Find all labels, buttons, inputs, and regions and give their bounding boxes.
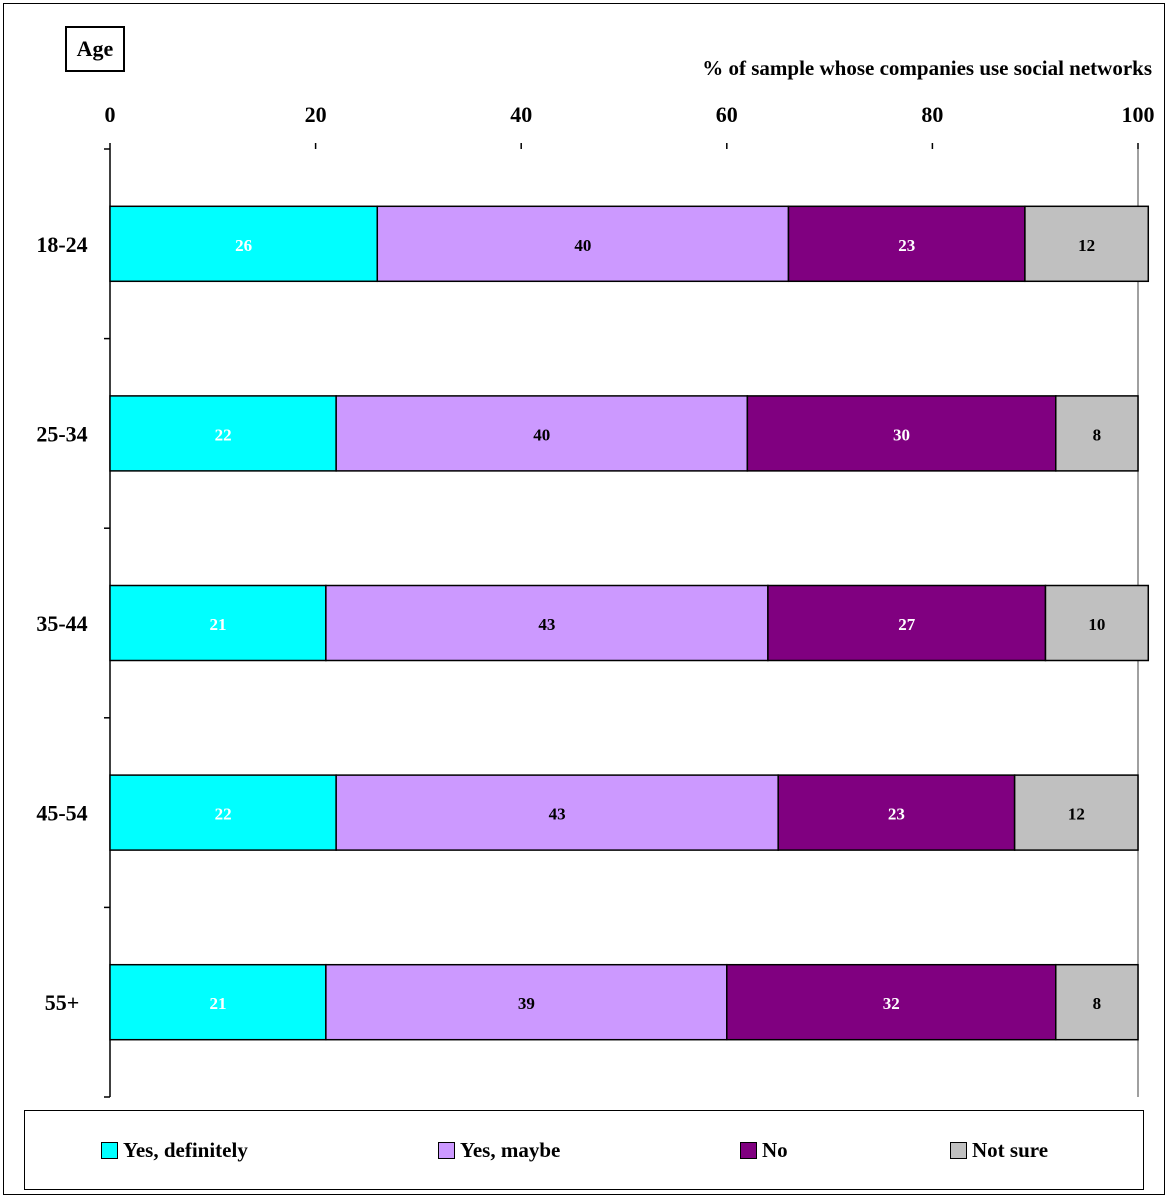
legend-item-yes-maybe: Yes, maybe <box>438 1111 560 1189</box>
data-label: 8 <box>1093 994 1102 1013</box>
corner-age-label: Age <box>65 26 125 72</box>
data-label: 32 <box>883 994 900 1013</box>
bar-segment <box>109 963 327 1041</box>
data-label: 40 <box>574 236 591 255</box>
data-label: 40 <box>533 425 550 444</box>
bar-segment <box>1024 205 1150 283</box>
x-tick-label: 80 <box>921 102 943 127</box>
legend-label: Yes, definitely <box>123 1137 248 1162</box>
bar-segment <box>109 584 327 662</box>
bar-segment <box>376 205 790 283</box>
bar-segment <box>767 584 1047 662</box>
chart-plot: 0 20 40 60 80 100 18-24 26 40 23 12 25-34 22 40 30 8 35-… <box>36 102 1155 1098</box>
data-label: 21 <box>209 994 226 1013</box>
legend-swatch <box>950 1141 967 1159</box>
x-tick-label: 60 <box>716 102 738 127</box>
chart-frame: Age % of sample whose companies use soci… <box>3 3 1165 1195</box>
data-label: 12 <box>1068 805 1085 824</box>
bar-segment <box>746 395 1057 472</box>
data-label: 10 <box>1088 615 1105 634</box>
data-label: 30 <box>893 425 910 444</box>
bar-segment <box>325 584 769 662</box>
x-tick-label: 40 <box>510 102 532 127</box>
bar-segment <box>1013 774 1139 851</box>
data-label: 27 <box>898 615 916 634</box>
legend-label: Yes, maybe <box>460 1137 561 1162</box>
legend-label: Not sure <box>972 1137 1049 1162</box>
legend: Yes, definitely Yes, maybe No Not sure <box>24 1110 1144 1190</box>
bar-segment <box>777 774 1016 851</box>
bar-segment <box>335 774 779 851</box>
x-tick-label: 100 <box>1122 102 1155 127</box>
category-label: 45-54 <box>36 801 87 826</box>
data-label: 43 <box>538 615 555 634</box>
data-label: 39 <box>518 994 535 1013</box>
data-label: 12 <box>1078 236 1095 255</box>
bar-segment <box>1044 584 1150 662</box>
chart-title: % of sample whose companies use social n… <box>702 56 1152 80</box>
data-label: 22 <box>215 805 232 824</box>
data-label: 43 <box>549 805 566 824</box>
category-label: 18-24 <box>36 232 87 257</box>
legend-swatch <box>740 1141 757 1159</box>
data-label: 21 <box>209 615 226 634</box>
bar-segment <box>109 774 337 851</box>
bar-segment <box>1055 395 1139 472</box>
x-tick-label: 20 <box>305 102 327 127</box>
legend-item-no: No <box>740 1111 788 1189</box>
data-label: 23 <box>898 236 915 255</box>
data-label: 8 <box>1093 425 1102 444</box>
data-label: 22 <box>215 425 232 444</box>
bar-segment <box>1055 963 1139 1041</box>
legend-item-yes-definitely: Yes, definitely <box>101 1111 248 1189</box>
category-label: 25-34 <box>36 421 87 446</box>
bar-segment <box>325 963 728 1041</box>
legend-swatch <box>101 1141 118 1159</box>
category-label: 35-44 <box>36 611 87 636</box>
category-label: 55+ <box>45 990 80 1015</box>
legend-item-not-sure: Not sure <box>950 1111 1048 1189</box>
data-label: 23 <box>888 805 905 824</box>
legend-swatch <box>438 1141 455 1159</box>
x-tick-label: 0 <box>105 102 116 127</box>
data-label: 26 <box>235 236 252 255</box>
bar-segment <box>109 205 379 283</box>
bar-segment <box>726 963 1057 1041</box>
bar-segment <box>109 395 337 472</box>
legend-label: No <box>762 1137 788 1162</box>
